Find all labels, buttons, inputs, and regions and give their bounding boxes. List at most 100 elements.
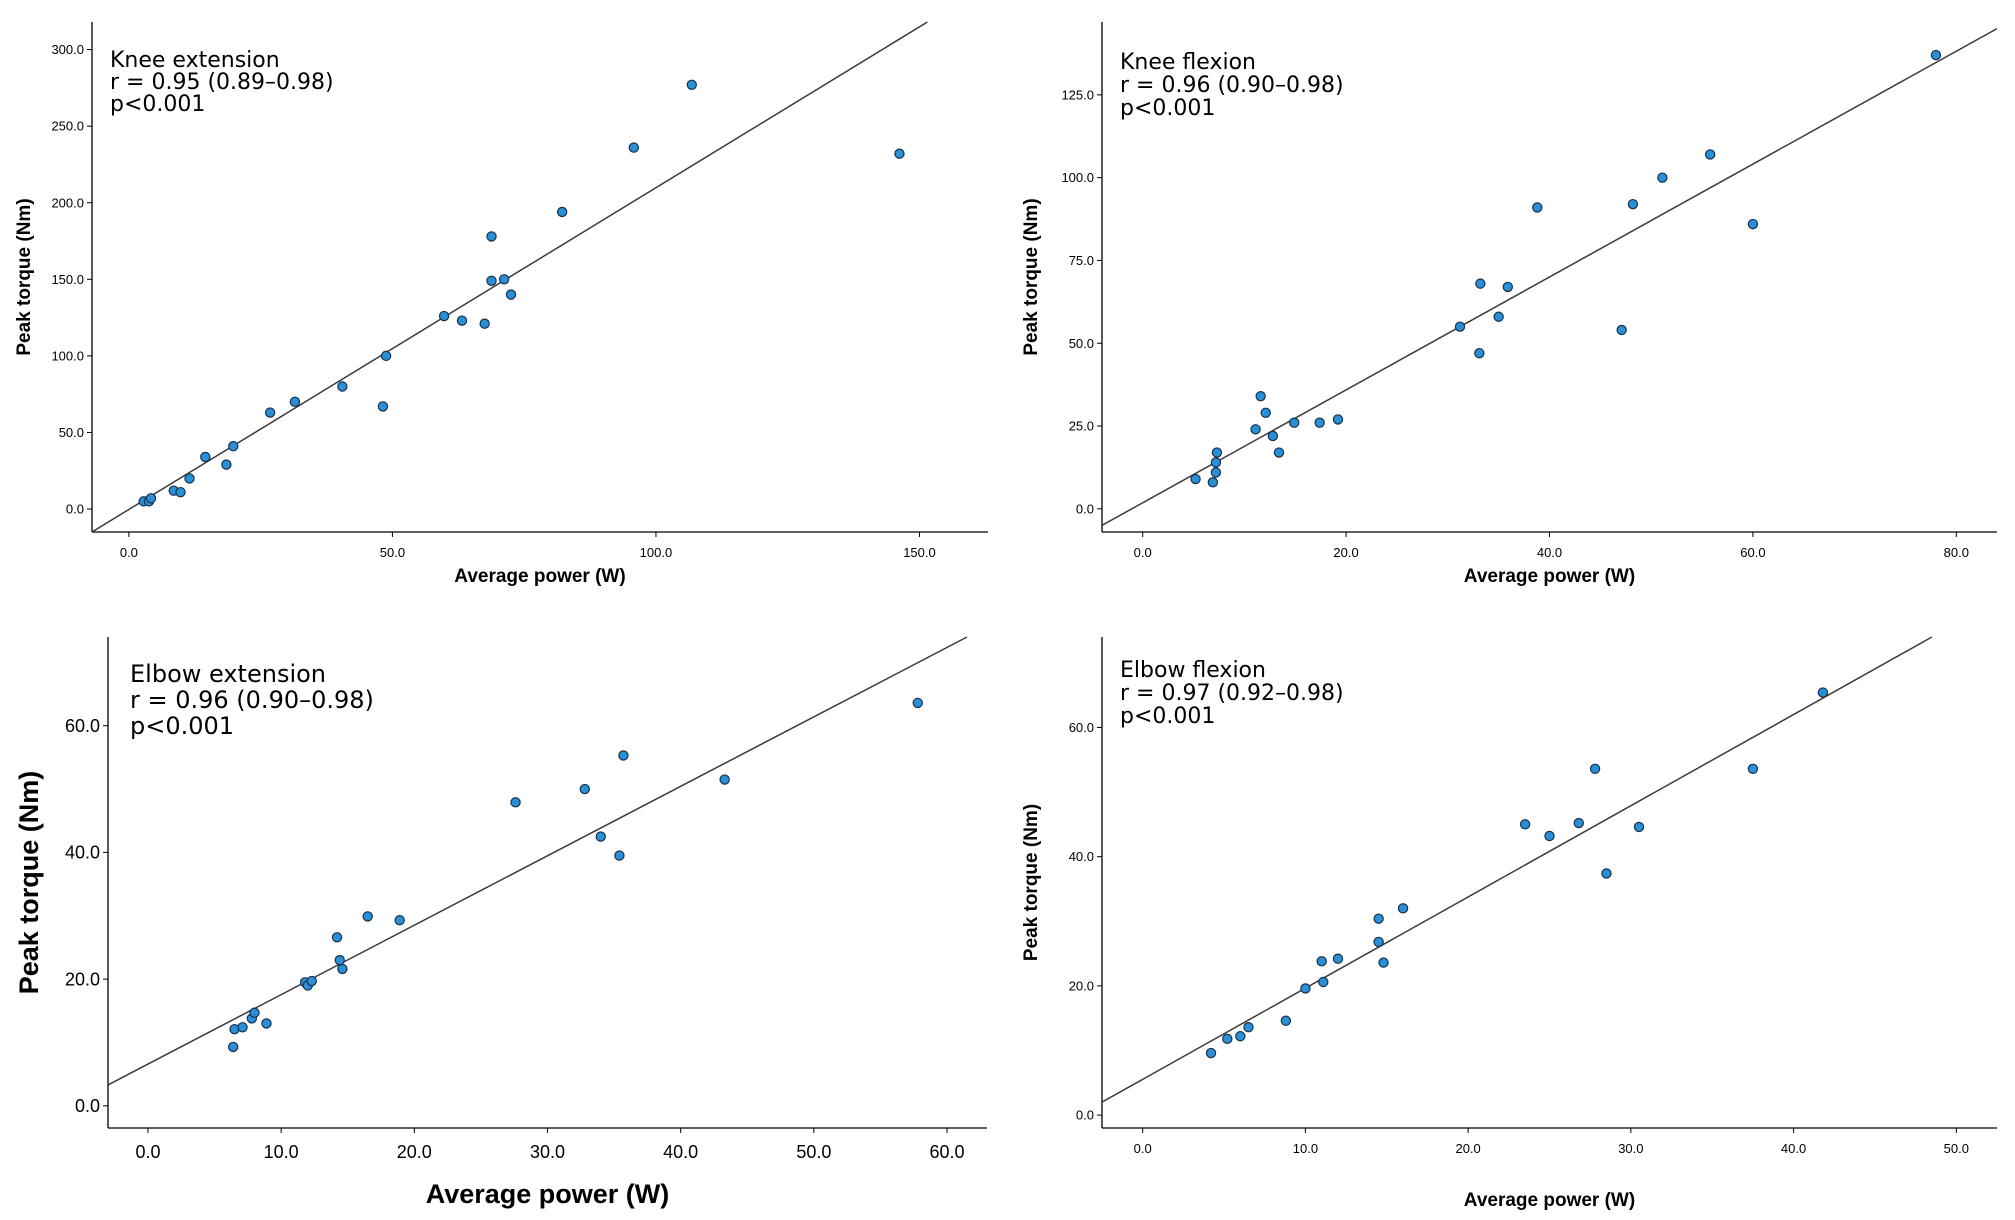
- data-point: [380, 350, 392, 362]
- data-point: [719, 774, 730, 785]
- elbow-extension-chart: 0.0 10.0 20.0 30.0 40.0 50.0 60.0 0.0 20.0 40.0 60…: [14, 636, 987, 1209]
- x-tick-label: 20.0: [1333, 545, 1358, 560]
- x-tick-label: 40.0: [663, 1142, 698, 1162]
- regression-line: [1102, 636, 1933, 1103]
- y-tick-label: 200.0: [51, 195, 84, 210]
- data-point: [686, 79, 697, 90]
- data-point: [1532, 202, 1543, 213]
- data-point: [221, 459, 232, 470]
- data-point: [1930, 49, 1942, 61]
- data-point: [1318, 976, 1329, 988]
- data-point: [1373, 936, 1384, 948]
- data-point: [486, 275, 497, 287]
- data-point: [618, 750, 629, 761]
- data-point: [1300, 983, 1311, 994]
- data-point: [1397, 903, 1409, 914]
- data-point: [1273, 447, 1285, 458]
- data-point: [227, 1041, 239, 1053]
- y-tick-label: 300.0: [51, 42, 84, 57]
- data-point: [145, 493, 157, 504]
- data-point: [1544, 830, 1555, 842]
- elbow-extension-panel: 0.0 10.0 20.0 30.0 40.0 50.0 60.0 0.0 20.0 40.0 60…: [0, 610, 1007, 1220]
- p-value-text: p<0.001: [130, 712, 234, 740]
- knee-extension-panel: 0.0 50.0 100.0 150.0 0.0 50.0 100.0 150.0 200.0 2…: [0, 0, 1007, 610]
- x-axis-label: Average power (W): [1464, 566, 1635, 587]
- data-point: [394, 914, 405, 926]
- x-axis-label: Average power (W): [426, 1179, 670, 1209]
- y-axis-label: Peak torque (Nm): [14, 198, 35, 355]
- p-value-text: p<0.001: [110, 92, 205, 117]
- data-point: [1243, 1022, 1254, 1033]
- data-point: [505, 289, 517, 300]
- data-point: [1657, 172, 1668, 183]
- data-point: [1704, 149, 1716, 160]
- data-point: [264, 407, 276, 418]
- data-point: [261, 1018, 272, 1029]
- x-tick-label: 20.0: [1455, 1141, 1480, 1156]
- p-value-text: p<0.001: [1120, 704, 1215, 729]
- correlation-text: r = 0.95 (0.89–0.98): [110, 70, 334, 95]
- data-point: [1633, 821, 1645, 833]
- data-point: [1474, 347, 1485, 359]
- data-point: [1190, 473, 1201, 485]
- data-point: [479, 318, 490, 329]
- y-axis-label: Peak torque (Nm): [14, 771, 44, 995]
- regression-line: [1102, 27, 1997, 527]
- x-tick-label: 40.0: [1537, 545, 1562, 560]
- y-tick-label: 0.0: [66, 502, 84, 517]
- data-point: [306, 975, 317, 987]
- data-point: [1817, 687, 1829, 698]
- y-tick-label: 250.0: [51, 119, 84, 134]
- data-point: [1267, 430, 1279, 442]
- regression-line: [92, 21, 928, 532]
- y-tick-label: 20.0: [1069, 978, 1094, 993]
- data-point: [1627, 198, 1639, 210]
- data-point: [237, 1022, 248, 1033]
- x-tick-label: 50.0: [380, 545, 405, 560]
- y-tick-label: 100.0: [51, 348, 84, 363]
- data-point: [249, 1007, 260, 1018]
- x-tick-label: 0.0: [135, 1142, 160, 1162]
- data-point: [438, 310, 450, 322]
- data-point: [912, 697, 923, 709]
- x-tick-label: 150.0: [903, 545, 936, 560]
- data-point: [1314, 417, 1325, 428]
- data-point: [1454, 321, 1466, 332]
- correlation-text: r = 0.97 (0.92–0.98): [1120, 681, 1344, 706]
- data-point: [1210, 457, 1222, 468]
- x-axis-label: Average power (W): [454, 566, 625, 587]
- x-tick-label: 0.0: [1134, 1141, 1152, 1156]
- data-point: [1250, 424, 1261, 435]
- data-point: [1255, 391, 1266, 402]
- x-tick-label: 0.0: [1134, 545, 1152, 560]
- data-point: [200, 451, 211, 463]
- data-point: [1616, 324, 1627, 336]
- y-tick-label: 25.0: [1069, 419, 1094, 434]
- data-point: [337, 381, 348, 392]
- data-point: [1475, 278, 1486, 289]
- data-point: [510, 797, 521, 808]
- data-point: [184, 473, 195, 484]
- data-point: [1589, 763, 1601, 774]
- data-point: [377, 401, 389, 412]
- data-point: [579, 783, 590, 795]
- data-point: [1222, 1033, 1233, 1045]
- chart-title: Elbow extension: [130, 660, 326, 688]
- data-point: [1373, 913, 1384, 924]
- data-point: [1289, 417, 1300, 428]
- data-point: [1280, 1015, 1292, 1026]
- data-point: [1207, 477, 1219, 488]
- chart-title: Knee flexion: [1120, 50, 1256, 75]
- data-point: [1601, 868, 1612, 879]
- data-point: [1502, 281, 1514, 293]
- y-tick-label: 0.0: [1076, 1108, 1094, 1123]
- elbow-flexion-chart: 0.0 10.0 20.0 30.0 40.0 50.0 0.0 20.0 40.0 60.0 Av…: [1021, 636, 1997, 1211]
- x-tick-label: 80.0: [1944, 545, 1969, 560]
- x-tick-label: 50.0: [796, 1142, 831, 1162]
- data-point: [1493, 311, 1504, 322]
- chart-title: Elbow flexion: [1120, 658, 1266, 683]
- data-point: [1332, 414, 1344, 425]
- data-point: [1519, 819, 1531, 830]
- y-tick-label: 50.0: [1069, 336, 1094, 351]
- x-tick-label: 60.0: [930, 1142, 965, 1162]
